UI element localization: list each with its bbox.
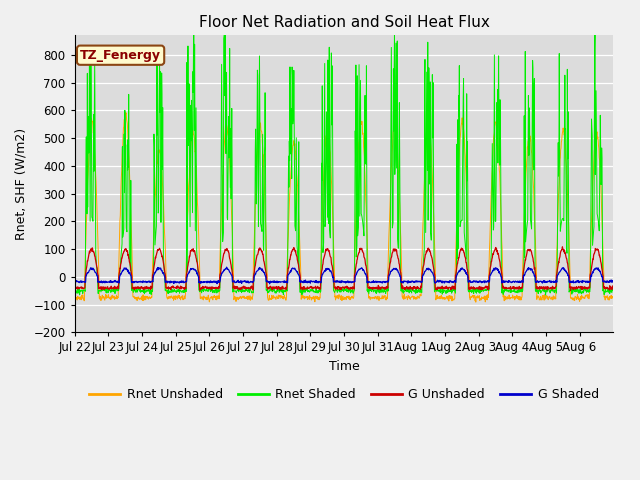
Line: Rnet Shaded: Rnet Shaded [75, 21, 613, 295]
G Shaded [266, 281, 273, 287]
Rnet Unshaded [603, 295, 611, 300]
Rnet Unshaded [471, 293, 479, 299]
G Shaded [471, 278, 479, 284]
Rnet Unshaded [550, 294, 558, 300]
G Shaded [223, 264, 230, 270]
Rnet Shaded [320, 240, 328, 245]
Text: TZ_Fenergy: TZ_Fenergy [80, 48, 161, 62]
Line: G Unshaded: G Unshaded [75, 247, 613, 290]
G Unshaded [470, 285, 478, 290]
G Shaded [320, 269, 328, 275]
Rnet Shaded [609, 287, 617, 292]
Rnet Unshaded [472, 299, 479, 305]
Rnet Unshaded [330, 248, 338, 253]
G Unshaded [319, 257, 327, 263]
Rnet Shaded [221, 18, 228, 24]
Line: G Shaded: G Shaded [75, 267, 613, 284]
G Shaded [71, 278, 79, 284]
G Shaded [155, 265, 163, 271]
Y-axis label: Rnet, SHF (W/m2): Rnet, SHF (W/m2) [15, 128, 28, 240]
G Shaded [609, 278, 617, 284]
Rnet Shaded [330, 288, 338, 294]
G Unshaded [330, 272, 337, 278]
Rnet Shaded [541, 292, 549, 298]
Rnet Shaded [155, 158, 163, 164]
Rnet Shaded [603, 289, 611, 295]
Rnet Unshaded [71, 292, 79, 298]
Line: Rnet Unshaded: Rnet Unshaded [75, 113, 613, 302]
Title: Floor Net Radiation and Soil Heat Flux: Floor Net Radiation and Soil Heat Flux [198, 15, 490, 30]
G Shaded [550, 279, 558, 285]
Rnet Unshaded [156, 147, 163, 153]
G Unshaded [566, 288, 574, 293]
G Shaded [603, 279, 611, 285]
G Shaded [330, 279, 338, 285]
G Unshaded [609, 286, 617, 292]
Rnet Shaded [550, 289, 558, 295]
Rnet Unshaded [320, 177, 328, 183]
G Unshaded [603, 286, 611, 291]
Rnet Unshaded [609, 295, 617, 300]
Legend: Rnet Unshaded, Rnet Shaded, G Unshaded, G Shaded: Rnet Unshaded, Rnet Shaded, G Unshaded, … [84, 383, 604, 406]
G Unshaded [71, 285, 79, 291]
X-axis label: Time: Time [328, 360, 359, 373]
G Unshaded [155, 247, 163, 252]
Rnet Unshaded [122, 110, 129, 116]
G Unshaded [559, 244, 566, 250]
Rnet Shaded [71, 288, 79, 294]
G Unshaded [550, 286, 557, 291]
Rnet Shaded [471, 288, 479, 294]
